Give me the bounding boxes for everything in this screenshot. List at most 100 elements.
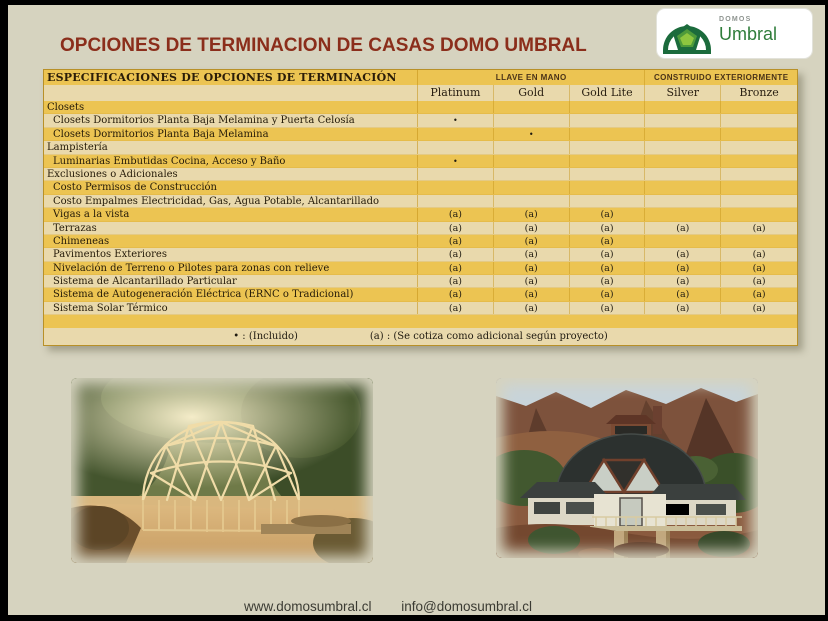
additional-marker: (a) bbox=[494, 261, 570, 275]
additional-marker: (a) bbox=[570, 288, 646, 301]
row-label: Sistema Solar Térmico bbox=[44, 301, 419, 315]
empty-cell bbox=[721, 195, 797, 207]
table-row: Vigas a la vista (a) (a) (a) bbox=[44, 208, 797, 222]
footer: www.domosumbral.cl info@domosumbral.cl bbox=[8, 599, 768, 614]
included-dot: • bbox=[418, 114, 494, 127]
empty-cell bbox=[418, 194, 494, 208]
empty-cell bbox=[418, 167, 494, 181]
row-label: Sistema de Alcantarillado Particular bbox=[44, 275, 419, 288]
page-title: OPCIONES DE TERMINACION DE CASAS DOMO UM… bbox=[60, 35, 587, 56]
table-column-header-row: Platinum Gold Gold Lite Silver Bronze bbox=[44, 85, 797, 101]
additional-marker: (a) bbox=[494, 275, 570, 288]
table-row: Pavimentos Exteriores (a) (a) (a) (a) (a) bbox=[44, 248, 797, 262]
additional-marker: (a) bbox=[570, 208, 646, 221]
empty-cell bbox=[645, 154, 722, 167]
table-row: Sistema de Alcantarillado Particular (a)(… bbox=[44, 275, 797, 289]
empty-cell bbox=[570, 167, 646, 181]
empty-cell bbox=[721, 128, 797, 140]
column-header-spacer bbox=[44, 85, 418, 101]
additional-marker: (a) bbox=[752, 222, 766, 234]
empty-cell bbox=[494, 114, 570, 127]
empty-cell bbox=[570, 194, 646, 208]
column-header-silver: Silver bbox=[645, 85, 722, 101]
empty-cell bbox=[721, 155, 797, 167]
additional-marker: (a) bbox=[494, 248, 570, 261]
additional-marker: (a) bbox=[752, 249, 766, 261]
empty-cell bbox=[645, 141, 722, 154]
empty-cell bbox=[570, 154, 646, 167]
table-row: Closets Dormitorios Planta Baja Melamina… bbox=[44, 127, 797, 142]
logo-brand-name: Umbral bbox=[719, 24, 778, 44]
column-header-bronze: Bronze bbox=[739, 86, 779, 99]
company-logo: DOMOS Umbral bbox=[656, 8, 813, 59]
additional-marker: (a) bbox=[570, 234, 646, 248]
empty-cell bbox=[721, 181, 797, 193]
table-row: Terrazas (a) (a) (a) (a) (a) bbox=[44, 221, 797, 235]
group-header-construido-exteriormente: CONSTRUIDO EXTERIORMENTE bbox=[653, 73, 789, 82]
empty-cell bbox=[570, 141, 646, 154]
additional-marker: (a) bbox=[645, 288, 722, 301]
empty-cell bbox=[494, 141, 570, 154]
empty-cell bbox=[494, 181, 570, 194]
additional-marker: (a) bbox=[418, 288, 494, 301]
additional-marker: (a) bbox=[494, 234, 570, 248]
empty-cell bbox=[721, 168, 797, 180]
legend-included: • : (Incluido) bbox=[233, 331, 298, 343]
additional-marker: (a) bbox=[418, 221, 494, 234]
table-row: Exclusiones o Adicionales bbox=[44, 167, 797, 182]
additional-marker: (a) bbox=[418, 248, 494, 261]
additional-marker: (a) bbox=[494, 301, 570, 315]
empty-cell bbox=[570, 101, 646, 114]
photo-dome-house bbox=[496, 378, 758, 558]
row-label: Luminarias Embutidas Cocina, Acceso y Ba… bbox=[44, 154, 419, 167]
column-header-platinum: Platinum bbox=[418, 85, 494, 101]
footer-website: www.domosumbral.cl bbox=[243, 599, 372, 614]
additional-marker: (a) bbox=[570, 221, 646, 234]
row-label: Terrazas bbox=[44, 221, 419, 234]
empty-cell bbox=[418, 141, 494, 154]
empty-cell bbox=[721, 235, 797, 247]
table-row: Costo Empalmes Electricidad, Gas, Agua P… bbox=[44, 194, 797, 209]
table-row: Luminarias Embutidas Cocina, Acceso y Ba… bbox=[44, 154, 797, 168]
empty-cell bbox=[570, 127, 646, 141]
empty-cell bbox=[645, 194, 722, 208]
table-row: Costo Permisos de Construcción bbox=[44, 181, 797, 195]
row-label: Closets Dormitorios Planta Baja Melamina bbox=[44, 127, 419, 141]
logo-text: DOMOS Umbral bbox=[719, 16, 777, 45]
dome-logo-icon bbox=[663, 23, 711, 54]
included-dot: • bbox=[494, 127, 570, 141]
additional-marker: (a) bbox=[494, 288, 570, 301]
additional-marker: (a) bbox=[645, 301, 722, 315]
empty-cell bbox=[645, 101, 722, 114]
additional-marker: (a) bbox=[418, 261, 494, 275]
additional-marker: (a) bbox=[752, 262, 766, 274]
empty-cell bbox=[721, 208, 797, 220]
table-body: Closets Closets Dormitorios Planta Baja M… bbox=[44, 101, 797, 316]
row-label: Closets bbox=[44, 101, 418, 114]
table-row: Sistema Solar Térmico (a) (a) (a) (a) (a) bbox=[44, 301, 797, 316]
empty-cell bbox=[645, 167, 722, 181]
legend-additional: (a) : (Se cotiza como adicional según pr… bbox=[369, 331, 608, 343]
empty-cell bbox=[645, 234, 722, 248]
empty-cell bbox=[645, 181, 722, 194]
row-label: Lampistería bbox=[44, 141, 418, 154]
column-header-gold: Gold bbox=[494, 85, 570, 101]
additional-marker: (a) bbox=[645, 261, 722, 275]
empty-cell bbox=[721, 114, 797, 126]
row-label: Vigas a la vista bbox=[44, 208, 419, 221]
empty-cell bbox=[494, 167, 570, 181]
dome-construction-illustration bbox=[71, 378, 373, 563]
additional-marker: (a) bbox=[570, 275, 646, 288]
empty-cell bbox=[570, 114, 646, 127]
additional-marker: (a) bbox=[645, 275, 722, 288]
logo-brand-top: DOMOS bbox=[719, 16, 752, 23]
empty-cell bbox=[721, 101, 797, 113]
table-empty-row bbox=[44, 315, 797, 329]
group-header-llave-en-mano: LLAVE EN MANO bbox=[418, 70, 646, 85]
empty-cell bbox=[494, 101, 570, 114]
table-row: Sistema de Autogeneración Eléctrica (ERN… bbox=[44, 288, 797, 302]
additional-marker: (a) bbox=[494, 221, 570, 234]
table-row: Chimeneas (a) (a) (a) bbox=[44, 234, 797, 249]
specifications-table: ESPECIFICACIONES DE OPCIONES DE TERMINAC… bbox=[43, 69, 798, 347]
additional-marker: (a) bbox=[570, 248, 646, 261]
